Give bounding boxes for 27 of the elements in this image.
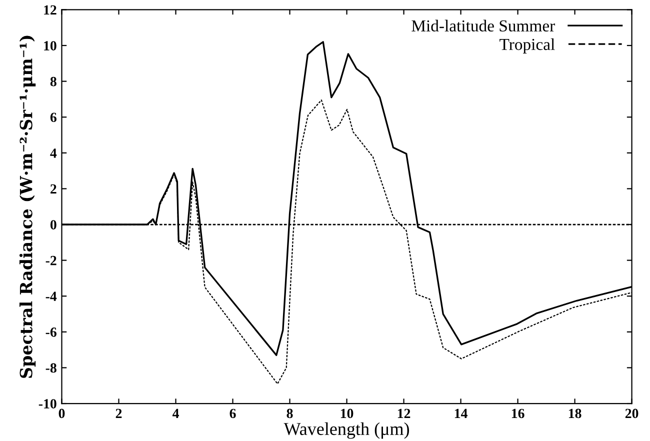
y-tick-label: -4 — [46, 292, 57, 301]
x-tick-label: 12 — [398, 408, 410, 418]
y-tick-label: 12 — [44, 5, 56, 15]
y-tick-label: -8 — [46, 363, 56, 373]
x-tick-label: 10 — [340, 408, 354, 418]
x-tick-label: 0 — [58, 408, 65, 418]
x-tick-label: 20 — [625, 408, 638, 418]
y-tick-label: -6 — [46, 328, 56, 337]
x-tick-label: 2 — [116, 408, 122, 418]
y-tick-label: 0 — [50, 220, 56, 230]
x-tick-label: 6 — [230, 408, 236, 418]
y-tick-label: 4 — [50, 148, 57, 158]
y-tick-label: -2 — [46, 256, 56, 266]
x-tick-label: 18 — [568, 408, 582, 418]
legend-label: Tropical — [500, 38, 555, 54]
x-tick-label: 8 — [286, 408, 293, 418]
y-tick-label: 2 — [50, 184, 56, 194]
y-tick-label: 8 — [50, 76, 56, 86]
x-tick-label: 16 — [512, 408, 524, 418]
x-tick-label: 14 — [454, 408, 468, 418]
x-axis-title: Wavelength (μm) — [284, 422, 410, 439]
y-axis-title: Spectral Radiance (W·m⁻²·Sr⁻¹·μm⁻¹) — [19, 36, 36, 378]
x-tick-label: 4 — [172, 408, 179, 418]
y-tick-label: 10 — [44, 41, 56, 50]
y-tick-label: 6 — [50, 112, 56, 122]
legend-label: Mid-latitude Summer — [412, 20, 555, 32]
y-tick-label: -10 — [38, 399, 56, 408]
